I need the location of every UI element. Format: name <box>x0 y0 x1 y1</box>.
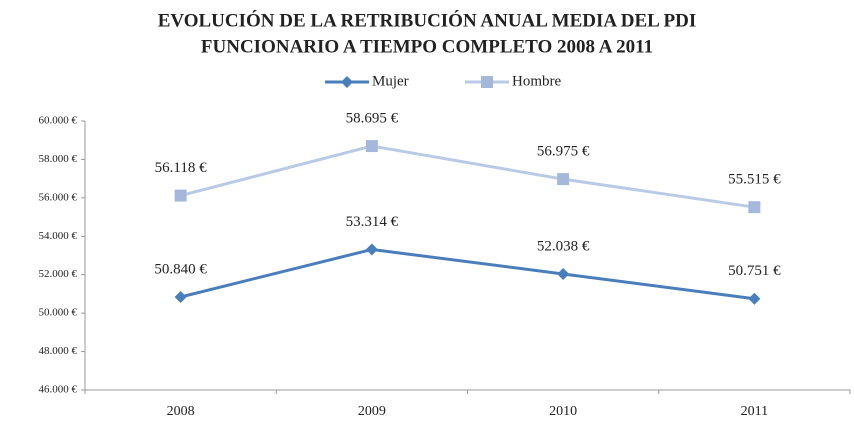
data-label: 50.840 € <box>154 261 207 277</box>
y-tick-label: 56.000 € <box>39 191 78 203</box>
legend-label: Mujer <box>372 73 409 89</box>
x-tick-label: 2011 <box>741 404 768 419</box>
data-label: 56.118 € <box>155 160 207 176</box>
x-tick-label: 2010 <box>549 404 577 419</box>
series-line <box>180 247 755 301</box>
data-label: 58.695 € <box>346 111 399 127</box>
data-label: 56.975 € <box>537 144 590 160</box>
x-tick-label: 2008 <box>167 404 195 419</box>
data-point <box>174 189 187 202</box>
legend-marker <box>481 76 493 88</box>
legend-marker <box>341 76 353 88</box>
y-tick-label: 52.000 € <box>39 268 78 280</box>
chart-title: FUNCIONARIO A TIEMPO COMPLETO 2008 A 201… <box>201 36 653 57</box>
data-point <box>557 267 570 280</box>
data-label: 52.038 € <box>537 238 590 254</box>
data-label: 53.314 € <box>346 214 399 230</box>
y-tick-label: 48.000 € <box>39 345 78 357</box>
y-tick-label: 60.000 € <box>39 115 78 127</box>
x-tick-label: 2009 <box>358 404 386 419</box>
data-label: 55.515 € <box>728 172 781 188</box>
data-point <box>748 201 761 214</box>
data-label: 50.751 € <box>728 263 781 279</box>
data-point <box>174 291 187 304</box>
y-tick-label: 46.000 € <box>39 384 78 396</box>
data-point <box>748 292 761 305</box>
data-point <box>365 243 378 256</box>
legend-label: Hombre <box>512 73 561 89</box>
data-point <box>557 173 570 186</box>
chart-title: EVOLUCIÓN DE LA RETRIBUCIÓN ANUAL MEDIA … <box>158 9 697 31</box>
y-tick-label: 54.000 € <box>39 230 78 242</box>
series-line <box>180 144 755 209</box>
data-point <box>365 140 378 153</box>
y-tick-label: 50.000 € <box>39 307 78 319</box>
y-tick-label: 58.000 € <box>39 153 78 165</box>
